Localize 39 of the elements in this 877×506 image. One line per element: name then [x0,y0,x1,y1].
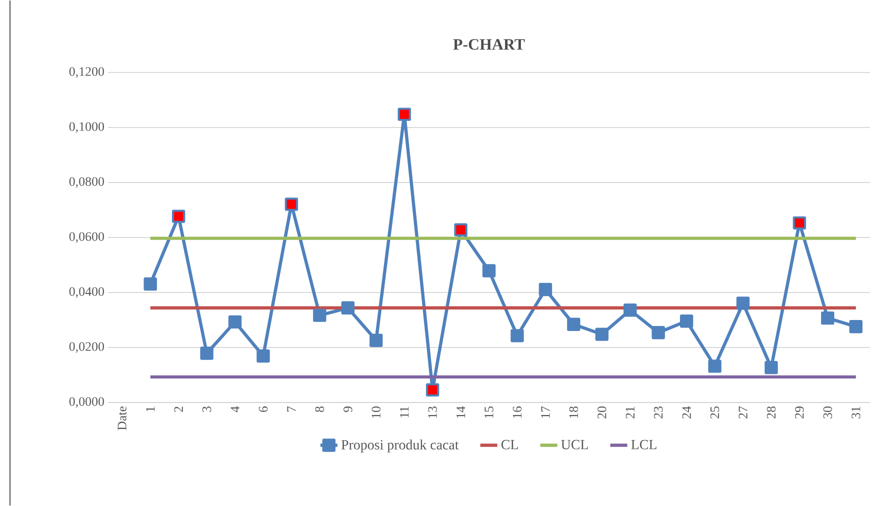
x-tick-label: 27 [738,406,748,418]
x-tick-label: 4 [230,406,240,412]
legend-label: CL [501,440,518,450]
x-tick-label: 31 [852,406,860,418]
x-tick-label: 3 [202,406,212,412]
x-tick-label: 10 [372,406,380,418]
x-tick-label: 9 [344,406,352,412]
x-tick-label: 29 [795,406,804,418]
x-tick-label: 14 [456,406,466,418]
x-tick-label: 13 [428,406,437,418]
y-tick-label: 0,0600 [69,232,104,243]
x-tick-label: 7 [287,406,296,412]
y-tick-label: 0,0400 [69,287,104,298]
x-tick-label: Date [118,406,126,430]
x-tick-label: 21 [626,406,634,418]
y-tick-label: 0,1200 [69,67,104,78]
y-tick-label: 0,1000 [69,122,104,133]
x-tick-label: 23 [654,406,663,418]
x-tick-label: 24 [682,406,691,418]
x-tick-label: 30 [823,406,832,418]
x-tick-label: 18 [569,406,578,418]
x-tick-label: 17 [541,406,550,418]
x-tick-label: 1 [146,406,155,412]
x-tick-label: 8 [315,406,324,412]
y-tick-label: 0,0800 [69,177,104,188]
x-tick-label: 6 [258,406,268,412]
legend-label: UCL [561,440,588,450]
x-tick-label: 11 [400,406,409,418]
x-tick-label: 2 [174,406,183,412]
chart-title: P-CHART [453,39,525,50]
x-tick-label: 16 [512,406,522,418]
x-tick-label: 15 [484,406,494,418]
x-tick-label: 20 [598,406,606,418]
y-tick-label: 0,0000 [69,397,104,408]
legend-label: Proposi produk cacat [341,440,459,452]
x-tick-label: 25 [710,406,720,418]
y-tick-label: 0,0200 [69,342,104,353]
legend-label: LCL [631,440,656,450]
x-tick-label: 28 [766,406,776,418]
